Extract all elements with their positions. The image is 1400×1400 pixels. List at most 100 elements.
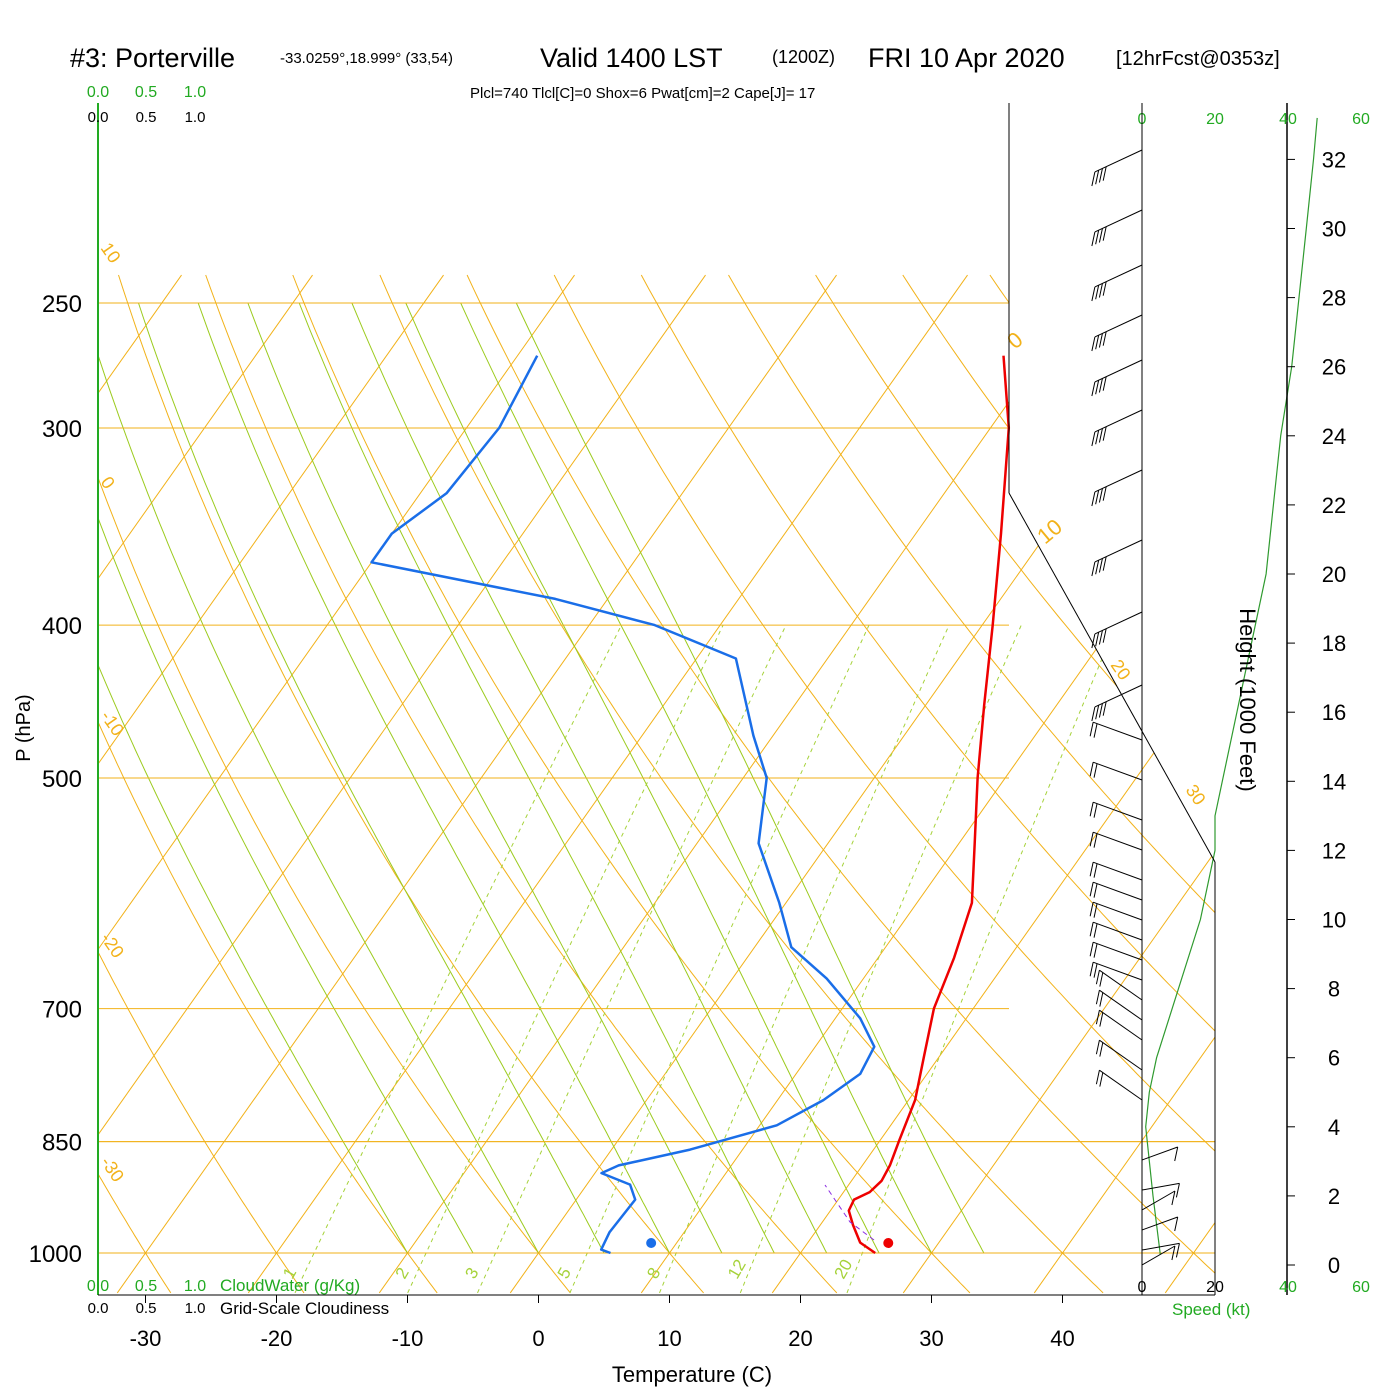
mixing-ratio-line (477, 624, 787, 1294)
moist-adiabat (247, 302, 723, 1254)
mixing-ratio-label: 20 (830, 1256, 856, 1282)
wind-barb-feather (1089, 862, 1094, 877)
wind-barb (1141, 1245, 1176, 1266)
temperature-tick-label: 20 (788, 1326, 812, 1351)
mixing-ratio-line (846, 624, 1117, 1294)
height-tick-label: 2 (1328, 1184, 1340, 1209)
wind-barb-feather (1102, 556, 1107, 571)
dry-adiabat (728, 274, 1215, 1294)
wind-barb-feather (1095, 1010, 1100, 1025)
title-station: #3: Porterville (70, 43, 235, 73)
moist-adiabat (138, 302, 605, 1254)
wind-barb-feather (1091, 381, 1096, 397)
wind-barb-feather (1089, 902, 1094, 917)
wind-barb (1092, 831, 1143, 851)
wind-barb-feather (1093, 943, 1098, 958)
wind-barb-feather (1091, 431, 1096, 447)
temperature-tick-label: -30 (130, 1326, 162, 1351)
wind-barb-feather (1093, 803, 1098, 818)
height-tick-label: 20 (1322, 562, 1346, 587)
isotherm (98, 274, 313, 1294)
dry-adiabat-label: -10 (97, 707, 128, 740)
wind-barb-feather (1171, 1245, 1176, 1261)
wind-barb-feather (1089, 802, 1094, 817)
moist-adiabat (460, 302, 932, 1254)
isotherm (98, 274, 444, 1294)
speed-tick-label-top: 20 (1206, 111, 1224, 128)
wind-barb-feather (1174, 1216, 1179, 1232)
cloudwater-tick-label: 1.0 (184, 84, 206, 101)
dry-adiabat (815, 274, 1215, 1294)
isotherm (247, 274, 968, 1294)
mixing-ratio-label: 2 (392, 1264, 413, 1282)
dry-adiabat-label: -30 (97, 1153, 128, 1186)
dry-adiabat (0, 275, 38, 1293)
wind-barb (1141, 1146, 1178, 1161)
pressure-tick-label: 500 (42, 766, 82, 793)
background-grid (0, 274, 1215, 1294)
wind-barb-feather (1093, 863, 1098, 878)
wind-barb-feather (1095, 1070, 1100, 1085)
moist-adiabat (351, 302, 828, 1254)
height-tick-label: 14 (1322, 769, 1346, 794)
wind-barb-feather (1171, 1190, 1176, 1206)
mixing-ratio-line (659, 624, 950, 1294)
wind-barb (1094, 209, 1143, 233)
temperature-profile-line (847, 355, 1011, 1255)
wind-barb-feather (1089, 942, 1094, 957)
wind-barb-feather (1095, 430, 1100, 445)
profiles (370, 117, 1318, 1266)
speed-tick-label-bottom: 60 (1352, 1279, 1370, 1296)
wind-barb-feather (1095, 170, 1100, 185)
wind-barb-feather (1098, 168, 1103, 183)
dry-adiabat-label: 10 (97, 239, 125, 267)
cloudwater-tick-label: 0.0 (87, 1278, 109, 1295)
wind-barb-feather (1102, 628, 1107, 643)
wind-barb-feather (1102, 331, 1107, 346)
wind-barb-feather (1099, 1072, 1104, 1087)
wind-speed-line (1145, 117, 1318, 1255)
title-zulu: (1200Z) (772, 47, 835, 67)
wind-barb-feather (1098, 558, 1103, 573)
dry-adiabat (98, 274, 438, 1294)
wind-barb-feather (1093, 833, 1098, 848)
pressure-tick-label: 700 (42, 997, 82, 1024)
height-tick-label: 18 (1322, 631, 1346, 656)
wind-barb-feather (1093, 883, 1098, 898)
wind-barb-feather (1102, 226, 1107, 241)
wind-barb-feather (1089, 832, 1094, 847)
wind-barb-feather (1089, 882, 1094, 897)
wind-barb (1141, 1182, 1180, 1191)
cloudiness-tick-label: 0.5 (136, 109, 157, 126)
moist-adiabat (98, 302, 539, 1254)
height-tick-label: 10 (1322, 908, 1346, 933)
mixing-ratio-label: 8 (643, 1264, 664, 1282)
wind-barb (1099, 969, 1143, 1001)
wind-barb-feather (1095, 380, 1100, 395)
dry-adiabat (640, 274, 1215, 1294)
wind-barb-feather (1098, 488, 1103, 503)
cloudiness-tick-label: 0.5 (136, 1300, 157, 1317)
wind-barb (1094, 539, 1143, 563)
pressure-tick-label: 400 (42, 613, 82, 640)
wind-barb-feather (1098, 428, 1103, 443)
wind-barb (1094, 611, 1143, 635)
wind-barb (1092, 721, 1143, 741)
dry-adiabat-label: 0 (97, 473, 119, 493)
wind-barb (1141, 1216, 1178, 1231)
wind-barb-feather (1091, 633, 1096, 649)
wind-barb (1141, 1190, 1176, 1211)
wind-barb-feather (1095, 285, 1100, 300)
dry-adiabat-label: 30 (1182, 781, 1210, 809)
wind-barb-feather (1098, 333, 1103, 348)
mixing-ratio-line (294, 624, 622, 1294)
title-forecast: [12hrFcst@0353z] (1116, 48, 1280, 70)
wind-barb-feather (1089, 762, 1094, 777)
wind-barb-feather (1095, 705, 1100, 720)
wind-barb-feather (1174, 1146, 1179, 1162)
temperature-tick-label: 40 (1050, 1326, 1074, 1351)
cloudwater-tick-label: 1.0 (184, 1278, 206, 1295)
wind-barb-feather (1098, 630, 1103, 645)
wind-barb (1141, 1242, 1180, 1251)
